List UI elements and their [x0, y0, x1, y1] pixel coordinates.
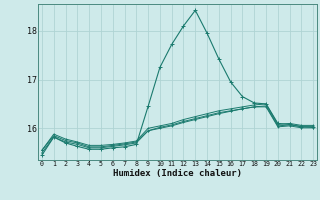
X-axis label: Humidex (Indice chaleur): Humidex (Indice chaleur): [113, 169, 242, 178]
